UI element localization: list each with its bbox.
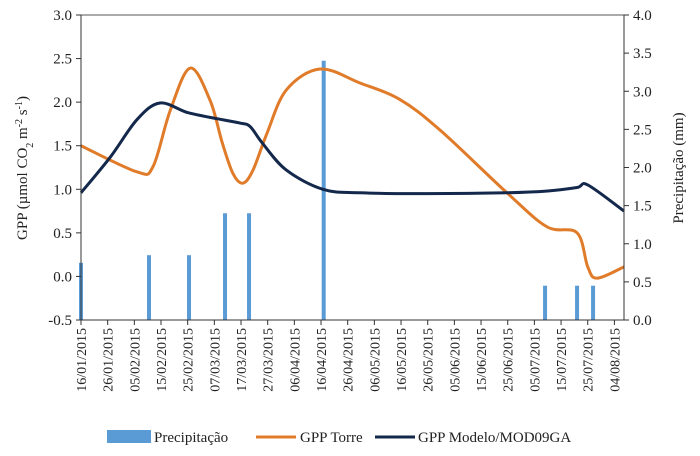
y2-tick-label: 3.0: [633, 84, 652, 100]
axes: -0.5 0.0 0.5 1.0 1.5 2.0 2.5 3.0 0.0 0.5 1.0 1.5 2.0…: [14, 8, 688, 392]
y-tick-label: 1.0: [53, 182, 72, 198]
y-axis-label-part: m: [15, 127, 31, 143]
x-tick-label: 26/01/2015: [102, 328, 117, 392]
x-tick-label: 05/06/2015: [448, 328, 463, 392]
x-tick-label: 06/04/2015: [288, 328, 303, 392]
gpp-torre-line: [80, 66, 625, 280]
x-tick-label: 04/08/2015: [608, 328, 623, 392]
y2-tick-label: 1.0: [633, 237, 652, 253]
y-tick-label: -0.5: [48, 313, 72, 329]
x-tick-label: 06/05/2015: [368, 328, 383, 392]
x-tick-label: 16/04/2015: [315, 328, 330, 392]
y2-tick-label: 3.5: [633, 46, 652, 62]
y-axis-label-part: GPP (µmol CO: [15, 148, 31, 240]
precipitation-bar: [187, 255, 192, 320]
y-tick-label: 3.0: [53, 8, 72, 24]
legend-swatch-precipitacao: [107, 430, 151, 443]
precipitation-bar: [223, 213, 228, 320]
precipitation-bar: [247, 213, 252, 320]
y2-tick-label: 2.0: [633, 161, 652, 177]
y-tick-label: 2.5: [53, 52, 72, 68]
precipitation-bar: [591, 285, 596, 320]
x-tick-label: 25/02/2015: [182, 328, 197, 392]
x-tick-label: 05/07/2015: [528, 328, 543, 392]
x-tick-label: 15/06/2015: [475, 328, 490, 392]
y2-tick-label: 4.0: [633, 8, 652, 24]
y-tick-label: 2.0: [53, 95, 72, 111]
gpp-lines: [79, 66, 625, 280]
x-tick-label: 15/07/2015: [555, 328, 570, 392]
y2-tick-label: 0.0: [633, 313, 652, 329]
y-tick-label: 0.5: [53, 226, 72, 242]
x-tick-label: 25/07/2015: [582, 328, 597, 392]
precipitation-bar: [543, 285, 548, 320]
precipitation-bar: [575, 285, 580, 320]
gpp-modelo-line: [79, 101, 625, 213]
x-tick-label: 25/06/2015: [502, 328, 517, 392]
y-axis-label: GPP (µmol CO2 m-2 s-1): [14, 96, 36, 240]
x-tick-label: 26/05/2015: [422, 328, 437, 392]
x-tick-label: 15/02/2015: [155, 328, 170, 392]
legend-label-precipitacao: Precipitação: [154, 430, 228, 446]
y-axis-label-part: 2: [25, 143, 36, 148]
legend-label-gpp-modelo: GPP Modelo/MOD09GA: [418, 430, 571, 446]
legend: Precipitação GPP Torre GPP Modelo/MOD09GA: [107, 430, 571, 446]
y-tick-label: 0.0: [53, 269, 72, 285]
y-axis-label-part: s: [15, 109, 31, 119]
x-tick-label: 27/03/2015: [262, 328, 277, 392]
y-axis-label-part: ): [15, 96, 31, 101]
x-tick-label: 07/03/2015: [208, 328, 223, 392]
x-tick-label: 17/03/2015: [235, 328, 250, 392]
legend-label-gpp-torre: GPP Torre: [300, 430, 363, 446]
x-tick-label: 05/02/2015: [128, 328, 143, 392]
y2-axis-label: Precipitação (mm): [671, 112, 687, 223]
x-tick-label: 16/01/2015: [75, 328, 90, 392]
y2-tick-label: 1.5: [633, 199, 652, 215]
y2-tick-label: 0.5: [633, 275, 652, 291]
y-tick-label: 1.5: [53, 139, 72, 155]
y-axis-label-part: -2: [14, 119, 25, 127]
x-tick-label: 16/05/2015: [395, 328, 410, 392]
x-tick-label: 26/04/2015: [342, 328, 357, 392]
y2-tick-label: 2.5: [633, 122, 652, 138]
precipitation-bar: [147, 255, 152, 320]
y-axis-label-part: -1: [14, 101, 25, 109]
